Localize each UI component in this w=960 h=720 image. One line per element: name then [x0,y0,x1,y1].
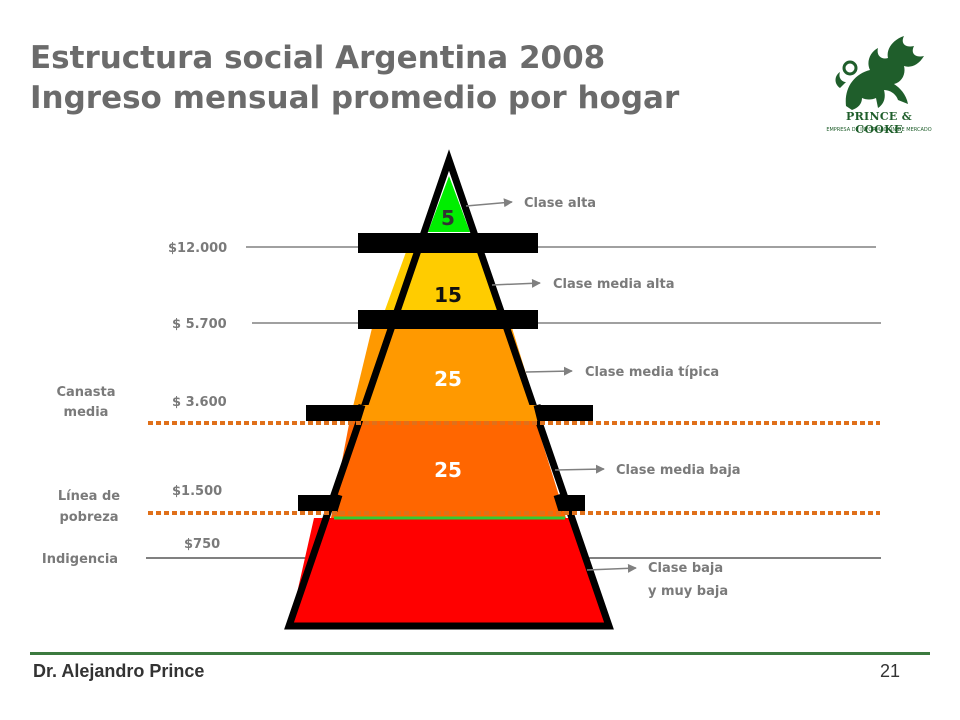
label-canasta-line1: Canasta [56,385,115,400]
threshold-3600: $ 3.600 [172,395,227,410]
logo-name: PRINCE & COOKE [846,110,912,136]
layer-clase-alta [428,176,470,232]
value-clase-media-baja: 25 [434,458,462,482]
label-clase-media-alta: Clase media alta [553,277,675,292]
value-clase-media-tipica: 25 [434,367,462,391]
pyramid-outline [284,149,614,630]
layer-clase-media-baja [331,419,566,518]
value-clase-media-alta: 15 [434,283,462,307]
threshold-5700: $ 5.700 [172,317,227,332]
title-line-2: Ingreso mensual promedio por hogar [30,80,680,116]
threshold-1500: $1.500 [172,484,222,499]
layer-clase-media-tipica [350,328,540,419]
label-clase-media-tipica: Clase media típica [585,365,719,380]
label-clase-baja-line2: y muy baja [648,584,728,599]
label-pobreza-line2: pobreza [59,510,118,525]
label-clase-media-baja: Clase media baja [616,463,741,478]
title-line-1: Estructura social Argentina 2008 [30,40,606,76]
band-5700 [358,310,538,329]
layer-clase-baja [290,518,607,624]
label-clase-baja-line1: Clase baja [648,561,723,576]
footer-divider [30,652,930,655]
label-pobreza-line1: Línea de [58,489,120,504]
dragon-icon [835,36,924,110]
page-number: 21 [880,661,901,681]
footer-author: Dr. Alejandro Prince [33,661,205,681]
logo-tagline: EMPRESA DE INFORMACIÓN DE MERCADO [826,127,932,133]
threshold-12000: $12.000 [168,241,227,256]
label-clase-alta: Clase alta [524,196,596,211]
label-canasta-line2: media [64,405,109,420]
page-title: Estructura social Argentina 2008 Ingreso… [30,38,679,118]
threshold-750: $750 [184,537,220,552]
value-clase-alta: 5 [441,206,455,230]
band-12000 [358,233,538,253]
label-indigencia: Indigencia [42,552,118,567]
